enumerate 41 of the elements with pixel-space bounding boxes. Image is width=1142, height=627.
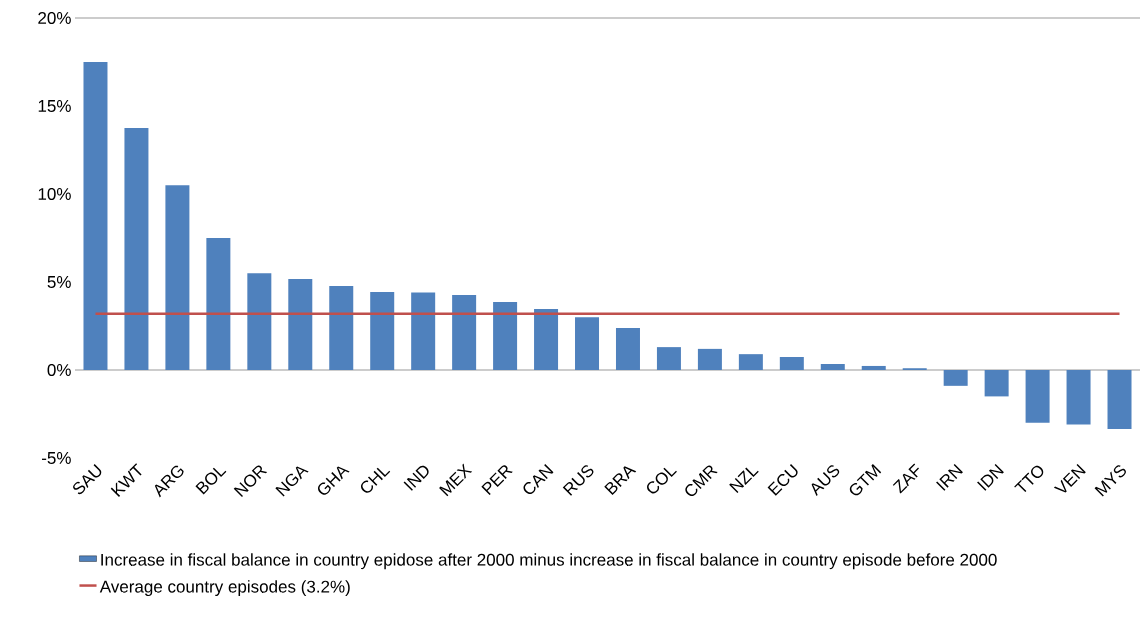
bar: [206, 238, 231, 370]
x-tick-label: CHL: [360, 467, 391, 493]
bar: [1066, 370, 1091, 425]
bar: [1107, 370, 1132, 429]
bar: [452, 295, 477, 370]
x-tick-label: NZL: [729, 467, 759, 493]
bar: [411, 292, 436, 370]
bar: [329, 286, 354, 370]
y-tick-label: 15%: [38, 100, 71, 112]
bar: [247, 273, 272, 370]
bar: [820, 364, 845, 370]
x-tick-label: TTO: [1014, 465, 1044, 493]
bar: [615, 327, 640, 370]
bar: [534, 308, 559, 370]
x-tick-label: COL: [647, 467, 677, 494]
bar: [656, 347, 681, 370]
legend-label: Average country episodes (3.2%): [99, 580, 350, 597]
y-tick-label: -5%: [41, 452, 71, 464]
bar: [493, 302, 518, 370]
bar: [165, 185, 190, 370]
x-tick-label: IDN: [977, 463, 1004, 491]
bar: [288, 279, 313, 370]
bar: [1025, 370, 1050, 423]
legend-label: Increase in fiscal balance in country epidose after 2000 minus increase in fiscal balance in country episode before 2000: [101, 553, 997, 570]
bar: [861, 365, 886, 370]
y-tick-label: 10%: [38, 187, 71, 201]
bar: [943, 370, 968, 386]
bar: [779, 356, 804, 370]
x-tick-label: BOL: [195, 467, 227, 495]
bar: [83, 62, 108, 370]
bar: [738, 354, 763, 370]
bar: [124, 128, 149, 370]
y-tick-label: 20%: [38, 11, 71, 25]
y-tick-label: 0%: [47, 363, 71, 377]
bar: [984, 370, 1009, 397]
x-tick-label: IRN: [936, 463, 963, 491]
bar: [697, 348, 722, 370]
y-tick-label: 5%: [47, 276, 71, 288]
bar: [370, 292, 395, 370]
x-tick-label: IND: [403, 465, 429, 491]
bar: [575, 317, 600, 370]
